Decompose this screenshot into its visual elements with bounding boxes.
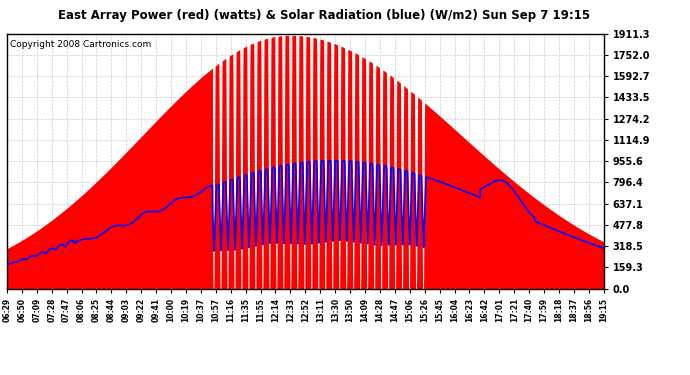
Text: Copyright 2008 Cartronics.com: Copyright 2008 Cartronics.com [10, 40, 151, 49]
Text: East Array Power (red) (watts) & Solar Radiation (blue) (W/m2) Sun Sep 7 19:15: East Array Power (red) (watts) & Solar R… [58, 9, 591, 22]
